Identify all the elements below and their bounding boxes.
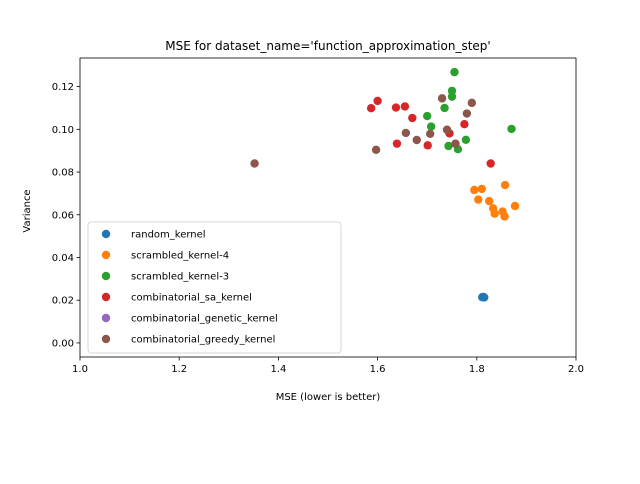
- x-tick-label: 1.4: [270, 364, 286, 375]
- point-combinatorial-sa-kernel: [366, 103, 376, 113]
- point-scrambled-kernel-4: [490, 209, 499, 218]
- point-combinatorial-greedy-kernel: [401, 128, 411, 138]
- point-combinatorial-sa-kernel: [423, 141, 432, 150]
- plot-area: 1.0 1.2 1.4 1.6 1.8 2.0 0.00 0.02 0.04 0.06 0.08 0.…: [52, 57, 584, 375]
- legend-label-combinatorial-greedy-kernel: combinatorial_greedy_kernel: [131, 335, 275, 346]
- legend-label-combinatorial-sa-kernel: combinatorial_sa_kernel: [131, 293, 252, 304]
- legend-label-scrambled-kernel-3: scrambled_kernel-3: [131, 272, 229, 283]
- y-tick-label: 0.02: [52, 296, 74, 307]
- point-random-kernel: [480, 293, 489, 302]
- point-scrambled-kernel-3: [450, 67, 459, 77]
- point-combinatorial-sa-kernel: [373, 96, 382, 106]
- x-tick-label: 1.2: [171, 364, 187, 375]
- point-scrambled-kernel-4: [474, 195, 483, 204]
- y-tick-label: 0.06: [52, 210, 74, 221]
- point-scrambled-kernel-3: [447, 92, 457, 101]
- x-tick-label: 1.8: [469, 364, 485, 375]
- x-tick-label: 1.0: [72, 364, 88, 375]
- y-tick-label: 0.12: [52, 82, 74, 93]
- legend-marker-random-kernel: [101, 229, 111, 239]
- point-scrambled-kernel-3: [426, 122, 436, 131]
- legend-marker-combinatorial-greedy-kernel: [101, 334, 111, 344]
- point-scrambled-kernel-4: [500, 212, 509, 221]
- point-scrambled-kernel-4: [510, 201, 520, 211]
- point-scrambled-kernel-4: [477, 184, 486, 194]
- y-tick-label: 0.00: [52, 338, 74, 349]
- point-combinatorial-sa-kernel: [486, 159, 495, 168]
- legend-label-scrambled-kernel-4: scrambled_kernel-4: [131, 251, 229, 262]
- legend-marker-combinatorial-genetic-kernel: [101, 313, 111, 323]
- y-tick-label: 0.10: [52, 125, 74, 136]
- point-scrambled-kernel-3: [461, 135, 471, 144]
- legend-box: [87, 221, 342, 354]
- legend-label-combinatorial-genetic-kernel: combinatorial_genetic_kernel: [131, 314, 278, 325]
- x-axis-label: MSE (lower is better): [276, 392, 381, 403]
- point-scrambled-kernel-3: [507, 124, 516, 134]
- point-scrambled-kernel-3: [440, 103, 449, 113]
- point-scrambled-kernel-4: [485, 196, 494, 206]
- y-tick-label: 0.08: [52, 168, 74, 179]
- point-scrambled-kernel-3: [447, 86, 457, 96]
- point-scrambled-kernel-4: [500, 180, 510, 190]
- legend-label-random-kernel: random_kernel: [131, 230, 206, 241]
- legend: random_kernel scrambled_kernel-4 scrambled…: [87, 221, 342, 354]
- point-combinatorial-sa-kernel: [408, 113, 417, 123]
- x-tick-label: 2.0: [568, 364, 584, 375]
- point-combinatorial-sa-kernel: [392, 139, 402, 148]
- point-scrambled-kernel-3: [444, 141, 453, 151]
- axes-frame: [79, 57, 577, 358]
- point-combinatorial-greedy-kernel: [425, 129, 435, 139]
- x-tick-label: 1.6: [370, 364, 386, 375]
- point-combinatorial-greedy-kernel: [451, 139, 460, 148]
- point-combinatorial-sa-kernel: [391, 103, 401, 112]
- point-combinatorial-greedy-kernel: [462, 109, 472, 118]
- y-axis-label: Variance: [22, 189, 33, 232]
- point-combinatorial-greedy-kernel: [371, 145, 381, 155]
- point-combinatorial-greedy-kernel: [442, 125, 452, 134]
- point-combinatorial-sa-kernel: [460, 120, 469, 129]
- point-combinatorial-greedy-kernel: [437, 94, 447, 103]
- point-combinatorial-greedy-kernel: [467, 98, 477, 108]
- y-tick-label: 0.04: [52, 253, 74, 264]
- point-scrambled-kernel-4: [470, 185, 479, 195]
- legend-marker-scrambled-kernel-3: [101, 271, 111, 281]
- point-scrambled-kernel-3: [423, 111, 432, 121]
- point-combinatorial-sa-kernel: [400, 102, 410, 111]
- legend-marker-scrambled-kernel-4: [101, 250, 111, 260]
- legend-marker-combinatorial-sa-kernel: [101, 292, 111, 302]
- point-combinatorial-greedy-kernel: [412, 135, 421, 145]
- chart-title: MSE for dataset_name='function_approxima…: [165, 39, 490, 53]
- point-combinatorial-greedy-kernel: [250, 159, 259, 168]
